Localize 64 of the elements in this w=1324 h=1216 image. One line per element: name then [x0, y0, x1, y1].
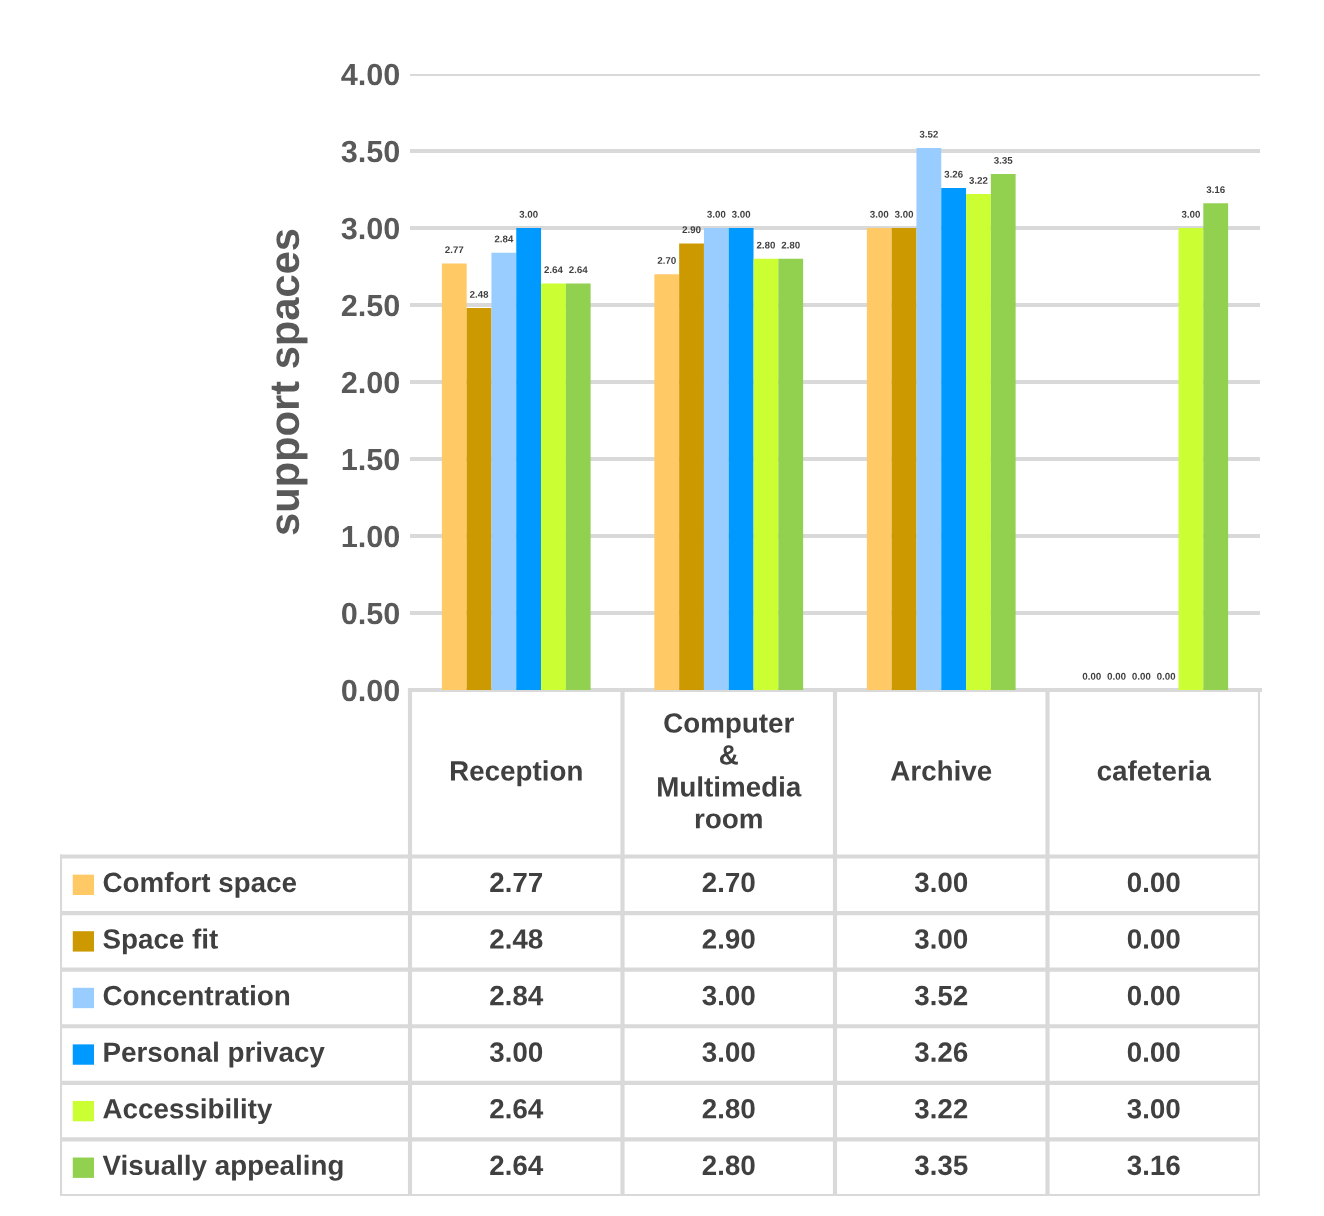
bar [966, 194, 991, 690]
bar [753, 258, 779, 690]
data-label: 2.90 [702, 929, 755, 949]
legend-label: Visually appealing [102, 1154, 343, 1181]
legend-label: Concentration [103, 985, 290, 1006]
y-tick-label: 3.00 [341, 217, 400, 240]
bar [778, 258, 804, 690]
y-tick-label: 2.00 [341, 371, 400, 394]
bar [541, 283, 566, 690]
bar [941, 187, 967, 690]
data-label: 3.00 [489, 1042, 543, 1063]
x-tick-label: cafeteria [1097, 760, 1212, 781]
x-tick-label: Archive [890, 760, 992, 781]
bar [516, 228, 542, 690]
y-axis-title: support spaces [271, 229, 308, 535]
data-label: 0.00 [1127, 1042, 1180, 1063]
y-tick-label: 4.00 [341, 63, 400, 86]
bar [990, 174, 1016, 690]
data-label: 3.00 [1127, 1098, 1180, 1119]
data-label: 3.00 [702, 1042, 755, 1063]
bar [1203, 203, 1229, 690]
bar [703, 228, 729, 690]
y-tick-label: 1.50 [342, 448, 400, 471]
legend-label: Personal privacy [104, 1041, 325, 1068]
data-label: 2.84 [490, 985, 544, 1006]
data-label: 2.80 [702, 1098, 755, 1119]
data-label: 2.70 [702, 872, 755, 893]
y-tick-label: 1.00 [342, 525, 400, 548]
data-label: 2.64 [490, 1155, 544, 1176]
data-label: 3.22 [914, 1098, 968, 1119]
bar [728, 228, 754, 690]
legend-label: Accessibility [103, 1098, 273, 1125]
bar [916, 147, 942, 690]
legend-label: Space fit [103, 928, 218, 955]
bar [679, 243, 704, 690]
bar [466, 308, 492, 690]
data-label: 2.80 [702, 1155, 755, 1176]
legend-label: Comfort space [103, 871, 297, 898]
data-label: 3.26 [914, 1042, 968, 1063]
y-tick-label: 0.50 [342, 602, 400, 625]
y-tick-label: 0.00 [342, 679, 400, 702]
data-label: 3.00 [702, 985, 755, 1006]
bar [891, 228, 917, 690]
x-tick-label: Reception [450, 760, 582, 787]
bar [491, 252, 517, 690]
data-label: 0.00 [1127, 872, 1180, 893]
data-label: 2.64 [490, 1098, 544, 1119]
x-tick-label: Computer & Multimedia room [658, 713, 802, 829]
data-label: 2.77 [490, 872, 543, 892]
data-label: 3.35 [914, 1155, 968, 1176]
data-label: 3.00 [914, 872, 968, 893]
data-label: 3.00 [914, 929, 968, 949]
data-label: 2.48 [490, 929, 543, 949]
data-label: 3.16 [1127, 1155, 1180, 1176]
bar [866, 228, 892, 690]
y-tick-label: 2.50 [341, 294, 400, 317]
data-label: 0.00 [1127, 985, 1180, 1006]
y-tick-label: 3.50 [341, 140, 400, 163]
bar [654, 274, 680, 690]
bar [441, 263, 467, 690]
data-label: 3.52 [914, 985, 968, 1006]
data-label: 0.00 [1127, 929, 1180, 949]
bar [1178, 228, 1204, 690]
bar [565, 283, 591, 690]
